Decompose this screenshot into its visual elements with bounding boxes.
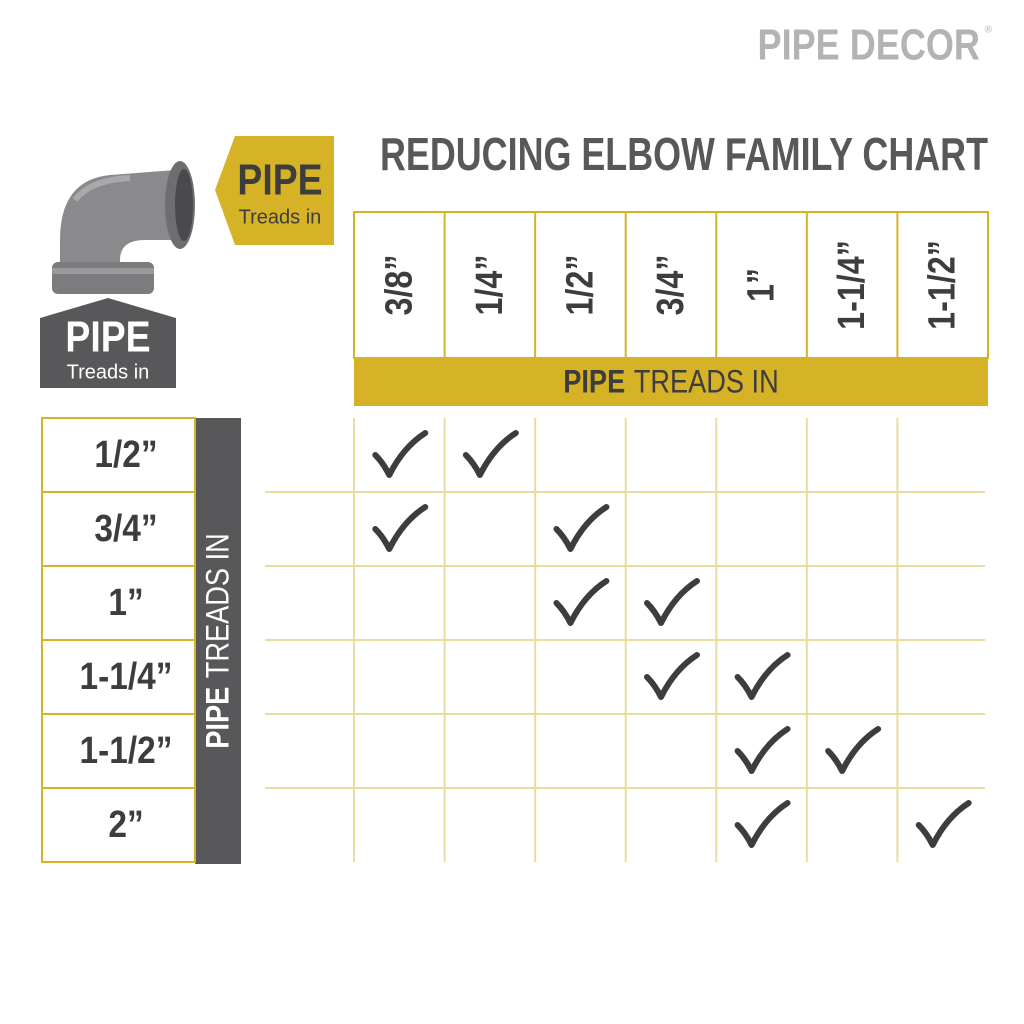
row-header: 1”	[108, 581, 143, 623]
row-banner	[195, 418, 241, 864]
check-mark	[915, 800, 972, 848]
row-header-cell	[41, 639, 196, 715]
row-header: 1-1/2”	[80, 729, 173, 771]
column-banner-rest: TREADS IN	[634, 364, 779, 400]
column-header: 1/2”	[559, 254, 601, 315]
row-banner-bold: PIPE	[200, 687, 236, 749]
side-label-shape	[40, 298, 176, 388]
row-header-cell	[41, 713, 196, 789]
top-label-sub: Treads in	[239, 206, 322, 228]
check-mark	[734, 652, 791, 700]
column-header: 3/4”	[650, 254, 692, 315]
row-header: 1/2”	[94, 433, 157, 475]
column-header: 1-1/4”	[831, 240, 873, 330]
column-banner-text: PIPE TREADS IN	[563, 364, 779, 400]
row-header: 2”	[108, 803, 143, 845]
column-header: 1”	[740, 268, 782, 302]
check-mark	[372, 430, 429, 478]
chart-title: REDUCING ELBOW FAMILY CHART	[380, 129, 988, 180]
check-mark	[553, 504, 610, 552]
check-mark	[734, 726, 791, 774]
brand-name: PIPE DECOR	[758, 20, 980, 69]
row-header-cell	[41, 787, 196, 863]
row-header-cell	[41, 417, 196, 493]
column-header-box	[353, 211, 989, 359]
check-mark	[372, 504, 429, 552]
row-header-cell	[41, 491, 196, 567]
column-header: 1-1/2”	[921, 240, 963, 330]
top-label-main: PIPE	[237, 155, 322, 205]
side-label-main: PIPE	[65, 312, 150, 362]
check-mark	[553, 578, 610, 626]
row-header: 3/4”	[94, 507, 157, 549]
column-header: 1/4”	[468, 254, 510, 315]
column-banner	[354, 358, 988, 406]
row-banner-text: PIPE TREADS IN	[200, 533, 236, 749]
check-mark	[825, 726, 882, 774]
check-mark	[644, 652, 700, 700]
column-header: 3/8”	[378, 254, 420, 315]
elbow-image	[52, 161, 195, 294]
check-mark	[734, 800, 791, 848]
row-header: 1-1/4”	[80, 655, 173, 697]
column-banner-bold: PIPE	[563, 364, 625, 400]
brand-mark: ®	[985, 25, 993, 36]
check-mark	[462, 430, 519, 478]
side-label-sub: Treads in	[67, 361, 150, 383]
top-label-shape	[215, 136, 334, 245]
row-banner-rest: TREADS IN	[200, 533, 236, 678]
check-mark	[644, 578, 700, 626]
